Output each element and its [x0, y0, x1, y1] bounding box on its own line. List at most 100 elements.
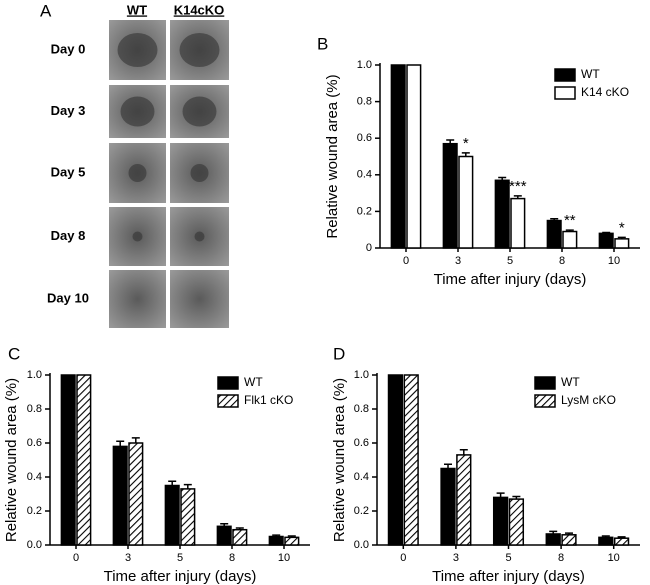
y-tick-label: 0.0	[354, 539, 369, 551]
error-bar	[446, 139, 455, 144]
bar	[268, 535, 284, 546]
y-axis-label: Relative wound area (%)	[3, 378, 20, 542]
error-bar	[220, 523, 229, 527]
legend-swatch	[217, 376, 239, 390]
wound	[128, 164, 147, 182]
legend-swatch	[554, 86, 576, 100]
error-bar	[183, 483, 192, 489]
bar	[76, 374, 92, 546]
bar	[613, 537, 630, 546]
y-tick-label: 0.6	[354, 437, 369, 449]
y-axis-label: Relative wound area (%)	[331, 378, 348, 542]
bar	[128, 442, 144, 546]
error-bar	[550, 217, 559, 221]
x-tick-label: 0	[403, 255, 409, 267]
wound	[194, 231, 205, 242]
y-tick-label: 0.6	[27, 437, 42, 449]
bar	[561, 534, 577, 546]
y-tick-label: 0.8	[357, 96, 372, 108]
column-head: WT	[127, 2, 147, 17]
legend-swatch	[217, 394, 239, 408]
legend-swatch	[534, 376, 556, 390]
bar	[508, 498, 525, 546]
significance: **	[564, 212, 576, 229]
error-bar	[512, 495, 521, 500]
bar	[546, 219, 562, 249]
significance: *	[463, 135, 469, 152]
bar	[284, 536, 300, 546]
error-bar	[461, 152, 470, 157]
wound	[179, 33, 220, 67]
bar	[510, 197, 526, 249]
bar	[614, 238, 630, 249]
legend-label: WT	[561, 375, 580, 389]
legend-swatch	[534, 394, 556, 408]
bar	[216, 525, 232, 546]
x-tick-label: 3	[125, 552, 131, 564]
x-tick-label: 0	[400, 552, 406, 564]
bar	[406, 64, 422, 249]
photo-panel: A WT K14cKO Day 0 Day 3 Day 5 Day 8 Day 10	[40, 1, 229, 328]
bar	[562, 230, 578, 249]
legend-label: WT	[581, 67, 600, 81]
legend-label: LysM cKO	[561, 393, 616, 407]
y-axis-label: Relative wound area (%)	[324, 74, 341, 238]
column-head: K14cKO	[174, 2, 225, 17]
error-bar	[617, 236, 626, 239]
wound	[120, 96, 155, 127]
x-tick-label: 10	[608, 552, 620, 564]
y-tick-label: 0.4	[357, 169, 372, 181]
error-bar	[131, 437, 140, 443]
x-tick-label: 5	[177, 552, 183, 564]
bar	[232, 528, 248, 546]
x-axis-label: Time after injury (days)	[104, 568, 257, 585]
y-tick-label: 0.6	[357, 132, 372, 144]
x-tick-label: 0	[73, 552, 79, 564]
bar	[598, 232, 614, 249]
row-label: Day 0	[51, 41, 86, 56]
error-bar	[565, 229, 574, 232]
x-tick-label: 8	[229, 552, 235, 564]
bar	[442, 142, 458, 249]
wound	[117, 33, 158, 67]
error-bar	[287, 535, 296, 538]
chart: C Relative wound area (%) Time after injur…	[3, 344, 310, 585]
wound	[182, 96, 217, 127]
x-axis-label: Time after injury (days)	[432, 568, 585, 585]
x-tick-label: 10	[278, 552, 290, 564]
chart: B Relative wound area (%) Time after injur…	[317, 34, 640, 288]
y-tick-label: 0	[366, 242, 372, 254]
row-label: Day 10	[47, 290, 89, 305]
bar	[494, 179, 510, 249]
chart: D Relative wound area (%) Time after injur…	[331, 344, 640, 585]
legend-swatch	[554, 68, 576, 82]
error-bar	[168, 480, 177, 486]
y-tick-label: 0.0	[27, 539, 42, 551]
error-bar	[602, 231, 611, 234]
x-axis-label: Time after injury (days)	[434, 271, 587, 288]
error-bar	[116, 440, 125, 447]
y-tick-label: 0.2	[357, 205, 372, 217]
legend-label: WT	[244, 375, 263, 389]
x-tick-label: 5	[505, 552, 511, 564]
legend-label: Flk1 cKO	[244, 393, 293, 407]
wound	[190, 164, 209, 182]
y-tick-label: 1.0	[27, 369, 42, 381]
y-tick-label: 0.2	[354, 505, 369, 517]
bar	[112, 445, 128, 546]
error-bar	[272, 534, 281, 537]
bar	[456, 454, 472, 546]
error-bar	[235, 527, 244, 530]
x-tick-label: 3	[453, 552, 459, 564]
error-bar	[617, 536, 626, 539]
bar	[164, 484, 180, 546]
significance: ***	[509, 178, 527, 195]
x-tick-label: 5	[507, 255, 513, 267]
wound-photo	[109, 270, 166, 328]
x-tick-label: 10	[608, 255, 620, 267]
error-bar	[513, 195, 522, 199]
row-label: Day 5	[51, 164, 86, 179]
y-tick-label: 0.4	[354, 471, 369, 483]
significance: *	[619, 219, 625, 236]
